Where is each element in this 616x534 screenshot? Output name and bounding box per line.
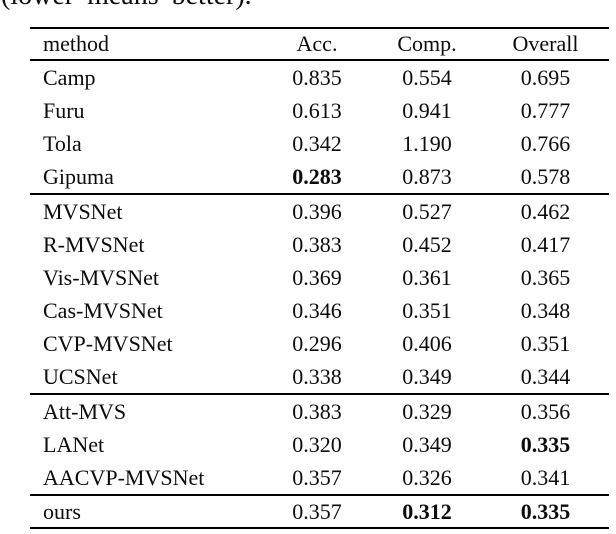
table-row: R-MVSNet 0.383 0.452 0.417 (30, 228, 609, 261)
bottom-rule (30, 527, 609, 529)
results-table: method Acc. Comp. Overall Camp 0.835 0.554… (30, 27, 609, 529)
overall-cell: 0.348 (520, 298, 571, 323)
method-cell: Gipuma (43, 164, 114, 189)
acc-cell: 0.383 (292, 399, 342, 424)
overall-cell: 0.695 (520, 65, 571, 90)
table-row: Vis-MVSNet 0.369 0.361 0.365 (30, 261, 609, 294)
acc-cell: 0.835 (292, 65, 342, 90)
overall-cell: 0.351 (520, 331, 571, 356)
column-header-method: method (43, 31, 109, 56)
acc-cell: 0.342 (292, 131, 342, 156)
table-row: Tola 0.342 1.190 0.766 (30, 127, 609, 160)
group-separator-rule (30, 193, 609, 195)
overall-cell: 0.417 (520, 232, 571, 257)
overall-cell: 0.578 (520, 164, 571, 189)
comp-cell: 0.351 (402, 298, 452, 323)
caption-fragment: (lower means better). (1, 0, 252, 12)
comp-cell: 0.873 (402, 164, 452, 189)
table-row: CVP-MVSNet 0.296 0.406 0.351 (30, 327, 609, 360)
comp-cell: 0.527 (402, 199, 452, 224)
column-header-acc: Acc. (296, 31, 338, 56)
acc-cell: 0.357 (292, 465, 342, 490)
table-body: Camp 0.835 0.554 0.695 Furu 0.613 0.941 0.777 To… (30, 61, 609, 529)
table-row: Furu 0.613 0.941 0.777 (30, 94, 609, 127)
table-row: UCSNet 0.338 0.349 0.344 (30, 360, 609, 393)
overall-cell: 0.344 (520, 364, 571, 389)
acc-cell: 0.283 (292, 164, 342, 189)
overall-cell: 0.777 (520, 98, 571, 123)
comp-cell: 1.190 (402, 131, 452, 156)
method-cell: Camp (43, 65, 96, 90)
comp-cell: 0.941 (402, 98, 452, 123)
method-cell: Vis-MVSNet (43, 265, 160, 290)
table-row: Camp 0.835 0.554 0.695 (30, 61, 609, 94)
acc-cell: 0.396 (292, 199, 342, 224)
method-cell: UCSNet (43, 364, 118, 389)
column-header-overall: Overall (512, 31, 579, 56)
overall-cell: 0.365 (520, 265, 571, 290)
table-row: Gipuma 0.283 0.873 0.578 (30, 160, 609, 193)
comp-cell: 0.312 (402, 499, 452, 524)
table-row: MVSNet 0.396 0.527 0.462 (30, 195, 609, 228)
overall-cell: 0.462 (520, 199, 571, 224)
comp-cell: 0.554 (402, 65, 452, 90)
acc-cell: 0.369 (292, 265, 342, 290)
acc-cell: 0.338 (292, 364, 342, 389)
table-row: LANet 0.320 0.349 0.335 (30, 428, 609, 461)
table-row: Att-MVS 0.383 0.329 0.356 (30, 395, 609, 428)
table-row: AACVP-MVSNet 0.357 0.326 0.341 (30, 461, 609, 494)
header-row: method Acc. Comp. Overall (30, 29, 609, 59)
method-cell: LANet (43, 432, 105, 457)
table-row: ours 0.357 0.312 0.335 (30, 496, 609, 527)
header-rule (30, 59, 609, 61)
overall-cell: 0.335 (520, 432, 571, 457)
top-rule (30, 27, 609, 29)
acc-cell: 0.296 (292, 331, 342, 356)
acc-cell: 0.357 (292, 499, 342, 524)
method-cell: AACVP-MVSNet (43, 465, 205, 490)
group-separator-rule (30, 393, 609, 395)
comp-cell: 0.349 (402, 432, 452, 457)
comp-cell: 0.452 (402, 232, 452, 257)
method-cell: Cas-MVSNet (43, 298, 163, 323)
column-header-comp: Comp. (397, 31, 457, 56)
overall-cell: 0.341 (520, 465, 571, 490)
method-cell: Att-MVS (43, 399, 127, 424)
group-separator-rule (30, 494, 609, 496)
method-cell: MVSNet (43, 199, 123, 224)
comp-cell: 0.329 (402, 399, 452, 424)
acc-cell: 0.383 (292, 232, 342, 257)
method-cell: Tola (43, 131, 82, 156)
method-cell: Furu (43, 98, 85, 123)
acc-cell: 0.346 (292, 298, 342, 323)
method-cell: CVP-MVSNet (43, 331, 173, 356)
comp-cell: 0.361 (402, 265, 452, 290)
method-cell: R-MVSNet (43, 232, 145, 257)
overall-cell: 0.356 (520, 399, 571, 424)
acc-cell: 0.613 (292, 98, 342, 123)
comp-cell: 0.406 (402, 331, 452, 356)
method-cell: ours (43, 499, 81, 524)
acc-cell: 0.320 (292, 432, 342, 457)
comp-cell: 0.349 (402, 364, 452, 389)
overall-cell: 0.766 (520, 131, 571, 156)
comp-cell: 0.326 (402, 465, 452, 490)
table-row: Cas-MVSNet 0.346 0.351 0.348 (30, 294, 609, 327)
caption-clip: (lower means better). (0, 0, 616, 13)
overall-cell: 0.335 (520, 499, 571, 524)
